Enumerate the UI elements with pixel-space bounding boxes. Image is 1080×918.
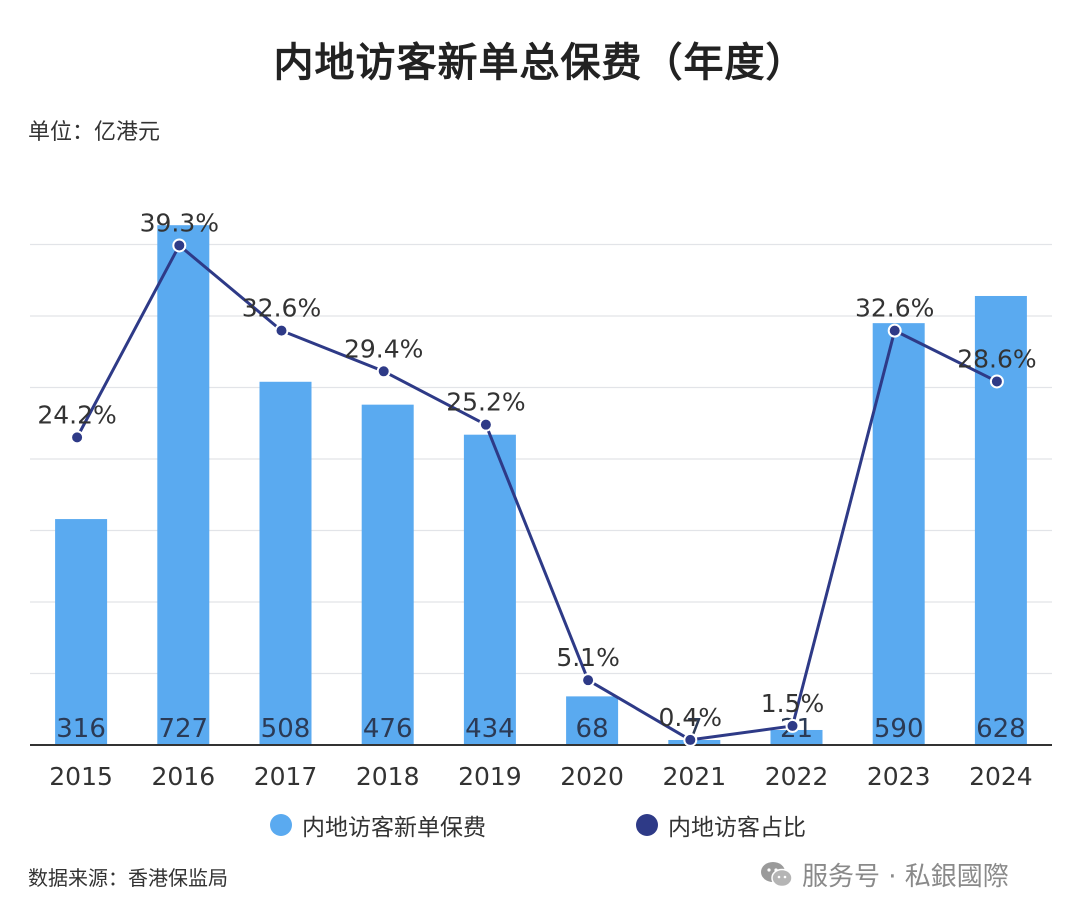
- bar-2018: [361, 404, 414, 745]
- ratio-point-2017: [274, 323, 289, 338]
- ratio-line-series: [70, 238, 1004, 747]
- legend-label-bars: 内地访客新单保费: [302, 815, 486, 841]
- chart-title: 内地访客新单总保费（年度）: [273, 40, 807, 86]
- ratio-line: [75, 243, 998, 742]
- ratio-label-2019: 25.2%: [446, 388, 525, 417]
- ratio-label-2017: 32.6%: [242, 294, 321, 323]
- ratio-label-2016: 39.3%: [140, 208, 219, 237]
- bar-value-labels: 31672750847643468721590628: [56, 714, 1025, 744]
- source-note: 数据来源：香港保监局: [28, 866, 228, 890]
- bar-2017: [259, 381, 312, 745]
- bar-2020: [566, 696, 619, 745]
- x-tick-label-2019: 2019: [458, 762, 522, 791]
- bar-2022: [770, 729, 823, 745]
- bar-2023: [872, 323, 925, 745]
- ratio-point-2019: [478, 417, 493, 432]
- x-tick-label-2022: 2022: [765, 762, 829, 791]
- x-tick-label-2020: 2020: [560, 762, 624, 791]
- ratio-point-2021: [683, 732, 698, 747]
- ratio-label-2018: 29.4%: [344, 334, 423, 363]
- ratio-point-2018: [376, 364, 391, 379]
- x-axis: 2015 2016 2017 2018 2019 2020 2021 2022 2023 2024: [30, 744, 1052, 791]
- bar-value-label-2017: 508: [261, 714, 311, 744]
- watermark: 服务号 · 私銀國際: [760, 856, 1009, 893]
- x-tick-label-2021: 2021: [662, 762, 726, 791]
- x-tick-label-2023: 2023: [867, 762, 931, 791]
- ratio-label-2022: 1.5%: [761, 689, 825, 718]
- bar-value-label-2023: 590: [874, 714, 924, 744]
- ratio-label-2023: 32.6%: [855, 294, 934, 323]
- ratio-point-2023: [887, 323, 902, 338]
- bar-value-label-2018: 476: [363, 714, 413, 744]
- ratio-label-2024: 28.6%: [957, 344, 1036, 373]
- legend-item-line: 内地访客占比: [636, 810, 806, 841]
- unit-label: 单位：亿港元: [28, 120, 161, 145]
- x-tick-label-2024: 2024: [969, 762, 1033, 791]
- ratio-label-2015: 24.2%: [37, 400, 116, 429]
- ratio-label-2020: 5.1%: [556, 643, 620, 672]
- legend-swatch-bars: [270, 814, 292, 836]
- ratio-point-2022: [785, 718, 800, 733]
- ratio-point-2024: [989, 374, 1004, 389]
- bar-2015: [55, 519, 108, 745]
- bar-value-label-2024: 628: [976, 714, 1026, 744]
- bar-value-label-2016: 727: [158, 714, 208, 744]
- legend-swatch-line: [636, 814, 658, 836]
- ratio-point-labels: 24.2% 39.3% 32.6% 29.4% 25.2% 5.1% 0.4% 1.5% 32.…: [37, 208, 1036, 731]
- bar-series: [55, 225, 1027, 745]
- wechat-icon: [761, 861, 793, 887]
- bar-2019: [463, 434, 516, 745]
- ratio-point-2016: [172, 238, 187, 253]
- bar-value-label-2019: 434: [465, 714, 515, 744]
- legend-item-bars: 内地访客新单保费: [270, 810, 486, 841]
- x-tick-label-2017: 2017: [254, 762, 318, 791]
- ratio-label-2021: 0.4%: [659, 703, 723, 732]
- x-tick-label-2018: 2018: [356, 762, 420, 791]
- ratio-point-2020: [581, 673, 596, 688]
- bar-value-label-2015: 316: [56, 714, 106, 744]
- legend-label-line: 内地访客占比: [668, 815, 806, 841]
- ratio-point-2015: [70, 430, 85, 445]
- x-tick-label-2015: 2015: [49, 762, 113, 791]
- bar-2024: [974, 295, 1027, 745]
- bar-2016: [157, 225, 210, 745]
- x-tick-label-2016: 2016: [151, 762, 215, 791]
- watermark-text: 服务号 · 私銀國際: [802, 862, 1009, 892]
- bar-value-label-2020: 68: [576, 714, 609, 744]
